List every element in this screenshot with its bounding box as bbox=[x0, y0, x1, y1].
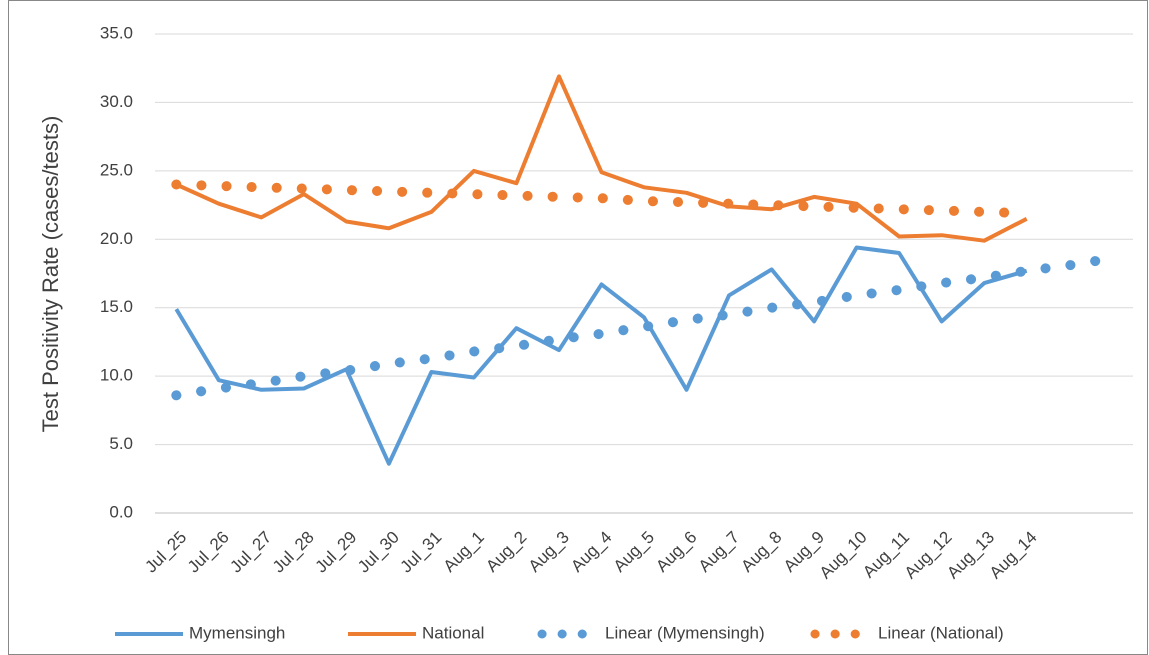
legend-label: Linear (National) bbox=[878, 623, 1004, 642]
legend-label: National bbox=[422, 623, 484, 642]
series-line bbox=[174, 245, 1028, 466]
y-tick-label: 20.0 bbox=[100, 229, 133, 248]
legend-label: Mymensingh bbox=[189, 623, 285, 642]
series-line bbox=[171, 253, 1117, 401]
y-tick-label: 5.0 bbox=[109, 434, 133, 453]
y-axis-title: Test Positivity Rate (cases/tests) bbox=[38, 116, 63, 433]
y-tick-label: 25.0 bbox=[100, 160, 133, 179]
series-line bbox=[175, 74, 1028, 243]
chart-frame bbox=[8, 0, 1148, 655]
y-tick-label: 15.0 bbox=[100, 297, 133, 316]
y-tick-label: 35.0 bbox=[100, 23, 133, 42]
series-line bbox=[171, 179, 1032, 219]
y-tick-label: 0.0 bbox=[109, 502, 133, 521]
y-tick-label: 30.0 bbox=[100, 92, 133, 111]
legend-label: Linear (Mymensingh) bbox=[605, 623, 765, 642]
y-tick-label: 10.0 bbox=[100, 366, 133, 385]
